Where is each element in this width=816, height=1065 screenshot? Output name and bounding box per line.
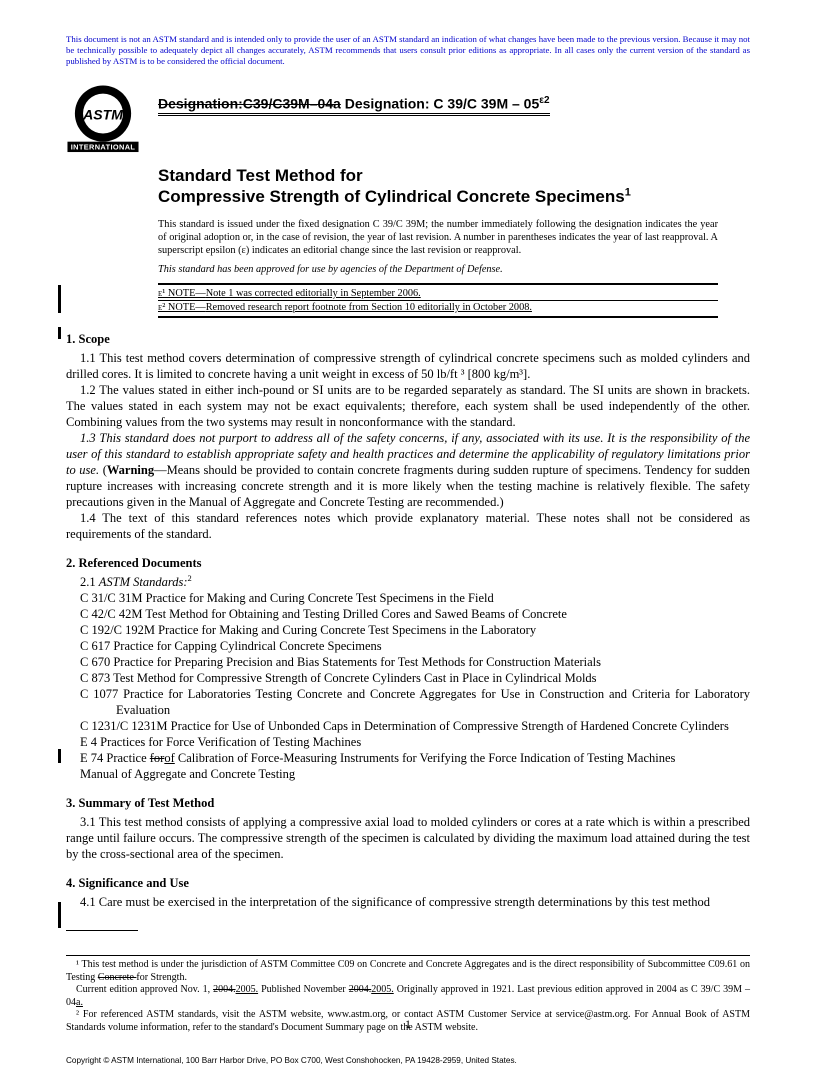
ref-item: C 1077 Practice for Laboratories Testing… [66, 686, 750, 718]
footnote-1: ¹ This test method is under the jurisdic… [66, 959, 750, 984]
para-2-1: 2.1 ASTM Standards:2 [66, 574, 750, 590]
designation-line: Designation:C39/C39M–04a Designation: C … [158, 95, 550, 116]
ref-e74: E 74 Practice forof Calibration of Force… [66, 750, 750, 766]
section-3-head: 3. Summary of Test Method [66, 796, 750, 811]
footnote-1b: Current edition approved Nov. 1, 2004.20… [66, 984, 750, 1009]
section-3-body: 3.1 This test method consists of applyin… [66, 814, 750, 862]
title-block: Standard Test Method for Compressive Str… [158, 165, 750, 208]
disclaimer-text: This document is not an ASTM standard an… [66, 34, 750, 67]
para-4-1: 4.1 Care must be exercised in the interp… [66, 894, 750, 910]
document-title: Standard Test Method for Compressive Str… [158, 165, 750, 208]
title-line1: Standard Test Method for [158, 166, 363, 185]
ref-item: C 192/C 192M Practice for Making and Cur… [66, 622, 750, 638]
para-1-1: 1.1 This test method covers determinatio… [66, 350, 750, 382]
change-bar [58, 902, 61, 928]
editorial-line: ε¹ NOTE—Note 1 was corrected editorially… [158, 287, 718, 301]
ref-item: C 873 Test Method for Compressive Streng… [66, 670, 750, 686]
section-2-head: 2. Referenced Documents [66, 556, 750, 571]
editorial-box: ε¹ NOTE—Note 1 was corrected editorially… [158, 283, 718, 318]
title-sup: 1 [625, 187, 631, 199]
svg-text:ASTM: ASTM [82, 106, 123, 122]
editorial-line: ε² NOTE—Removed research report footnote… [158, 301, 718, 314]
designation-eps: ε2 [539, 95, 549, 106]
page-number: 1 [0, 1017, 816, 1032]
ref-item: E 4 Practices for Force Verification of … [66, 734, 750, 750]
ref-item: C 617 Practice for Capping Cylindrical C… [66, 638, 750, 654]
intro-note: This standard is issued under the fixed … [158, 219, 718, 258]
footnote-rule [66, 930, 138, 931]
astm-logo: ASTM INTERNATIONAL [66, 81, 140, 155]
section-2-body: 2.1 ASTM Standards:2 C 31/C 31M Practice… [66, 574, 750, 782]
ref-item: C 42/C 42M Test Method for Obtaining and… [66, 606, 750, 622]
section-1-head: 1. Scope [66, 332, 750, 347]
designation-old: Designation:C39/C39M–04a [158, 96, 341, 112]
title-line2: Compressive Strength of Cylindrical Conc… [158, 187, 625, 206]
ref-item: C 31/C 31M Practice for Making and Curin… [66, 590, 750, 606]
para-3-1: 3.1 This test method consists of applyin… [66, 814, 750, 862]
ref-manual: Manual of Aggregate and Concrete Testing [66, 766, 750, 782]
section-4-head: 4. Significance and Use [66, 876, 750, 891]
change-bar [58, 285, 61, 313]
header-row: ASTM INTERNATIONAL Designation:C39/C39M–… [66, 81, 750, 155]
para-1-4: 1.4 The text of this standard references… [66, 510, 750, 542]
ref-item: C 1231/C 1231M Practice for Use of Unbon… [66, 718, 750, 734]
section-1-body: 1.1 This test method covers determinatio… [66, 350, 750, 542]
change-bar [58, 327, 61, 339]
para-1-2: 1.2 The values stated in either inch-pou… [66, 382, 750, 430]
designation-new: Designation: C 39/C 39M – 05 [345, 96, 540, 112]
copyright-line: Copyright © ASTM International, 100 Barr… [66, 1056, 750, 1065]
dod-note: This standard has been approved for use … [158, 264, 750, 275]
para-1-3: 1.3 This standard does not purport to ad… [66, 430, 750, 510]
change-bar [58, 749, 61, 763]
section-4-body: 4.1 Care must be exercised in the interp… [66, 894, 750, 910]
ref-item: C 670 Practice for Preparing Precision a… [66, 654, 750, 670]
svg-text:INTERNATIONAL: INTERNATIONAL [71, 142, 136, 151]
